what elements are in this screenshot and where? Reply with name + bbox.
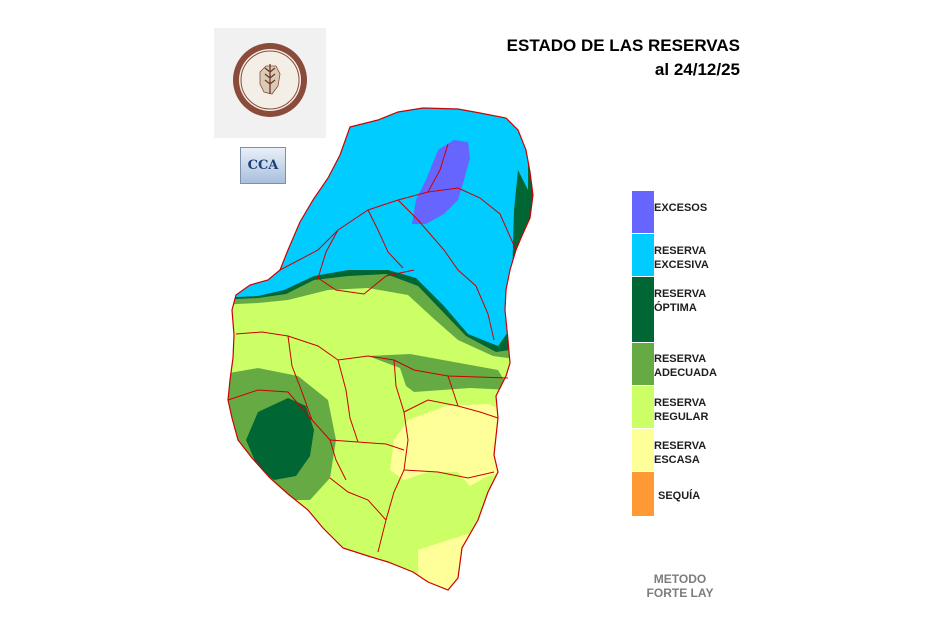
legend-item-reserva-escasa: RESERVA ESCASA	[632, 429, 752, 471]
method-note: METODO FORTE LAY	[620, 572, 740, 600]
department-borders	[227, 143, 517, 553]
map-title: ESTADO DE LAS RESERVAS	[506, 36, 740, 55]
legend-label: SEQUÍA	[658, 490, 701, 502]
legend-swatch	[632, 343, 654, 385]
legend-label: RESERVA ESCASA	[654, 440, 707, 466]
legend-label: RESERVA ÓPTIMA	[654, 288, 707, 314]
legend-item-excesos: EXCESOS	[632, 191, 752, 233]
map-date: al 24/12/25	[654, 60, 740, 79]
legend-label: RESERVA ADECUADA	[654, 353, 717, 379]
legend-item-reserva-optima: RESERVA ÓPTIMA	[632, 277, 752, 342]
legend-item-reserva-regular: RESERVA REGULAR	[632, 386, 752, 428]
seal-icon	[233, 43, 307, 117]
zone-escasa-east	[390, 404, 510, 486]
legend-swatch	[632, 191, 654, 233]
legend-label: EXCESOS	[654, 202, 708, 214]
legend-label: RESERVA EXCESIVA	[654, 245, 709, 271]
legend-swatch	[632, 277, 654, 342]
reserve-map	[227, 107, 534, 591]
province-outline	[227, 107, 534, 591]
legend-label: RESERVA REGULAR	[654, 397, 709, 423]
legend-item-reserva-excesiva: RESERVA EXCESIVA	[632, 234, 752, 276]
legend-swatch	[632, 386, 654, 428]
zone-regular-north	[298, 300, 406, 384]
zone-optima-west	[246, 398, 314, 480]
method-line-1: METODO	[653, 572, 707, 586]
map-title-block: ESTADO DE LAS RESERVAS al 24/12/25	[440, 34, 740, 82]
method-line-2: FORTE LAY	[646, 586, 714, 600]
zone-adecuada-east	[368, 354, 510, 392]
legend-swatch	[632, 472, 654, 516]
legend-item-sequia: SEQUÍA	[632, 472, 752, 516]
cca-logo-text: CCA	[247, 158, 279, 173]
legend-item-reserva-adecuada: RESERVA ADECUADA	[632, 343, 752, 385]
zone-excesos	[412, 140, 470, 224]
cca-logo: CCA	[240, 147, 286, 184]
bolsa-cereales-logo	[214, 28, 326, 138]
legend-swatch	[632, 429, 654, 471]
legend-swatch	[632, 234, 654, 276]
